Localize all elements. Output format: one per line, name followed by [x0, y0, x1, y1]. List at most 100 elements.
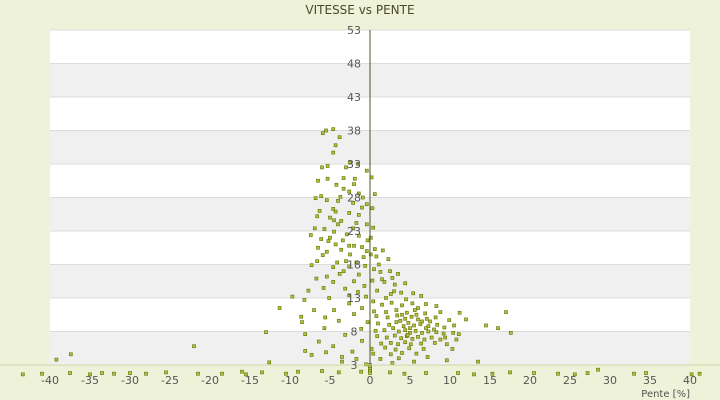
data-point	[220, 371, 224, 376]
data-point	[414, 351, 419, 356]
y-tick-label: 38	[347, 125, 361, 138]
y-tick-label: 8	[351, 326, 358, 339]
x-tick-label: -35	[81, 374, 99, 387]
data-point	[401, 324, 406, 328]
data-point	[452, 323, 456, 328]
data-point	[423, 311, 428, 316]
data-point	[398, 318, 403, 323]
data-point	[508, 370, 512, 375]
data-point	[386, 257, 391, 261]
data-point	[388, 352, 393, 357]
data-point	[476, 359, 480, 364]
data-point	[438, 337, 443, 342]
x-tick-label: 30	[603, 374, 617, 387]
data-point	[408, 326, 412, 330]
data-point	[403, 281, 408, 286]
data-point	[352, 243, 356, 248]
data-point	[365, 320, 370, 324]
data-point	[303, 332, 308, 337]
data-point	[344, 259, 348, 263]
data-point	[424, 302, 428, 306]
data-point	[508, 330, 513, 335]
y-tick-label: 53	[347, 24, 361, 37]
data-point	[356, 233, 361, 238]
data-point	[336, 318, 341, 323]
data-point	[359, 369, 364, 374]
data-point	[316, 178, 320, 183]
data-point	[376, 262, 381, 267]
data-point	[484, 323, 488, 328]
data-point	[408, 342, 413, 347]
data-point	[400, 351, 404, 355]
data-point	[20, 372, 25, 377]
y-tick-label: 48	[347, 58, 361, 71]
data-point	[387, 322, 392, 327]
data-point	[596, 367, 600, 372]
data-point	[352, 279, 356, 284]
data-point	[347, 301, 352, 306]
data-point	[407, 346, 412, 351]
data-point	[339, 219, 344, 223]
data-point	[371, 351, 376, 356]
data-point	[390, 361, 395, 365]
data-point	[438, 310, 443, 314]
data-point	[303, 349, 308, 353]
data-point	[315, 259, 320, 263]
data-point	[370, 206, 375, 211]
data-point	[68, 352, 73, 357]
data-point	[365, 238, 370, 243]
data-point	[396, 329, 401, 334]
data-point	[112, 371, 116, 376]
data-point	[324, 274, 329, 279]
data-point	[332, 218, 336, 223]
data-point	[326, 239, 331, 243]
data-point	[434, 304, 439, 308]
data-point	[320, 253, 325, 257]
data-point	[435, 322, 440, 327]
data-points	[20, 127, 702, 377]
data-point	[424, 316, 429, 321]
data-point	[416, 335, 420, 339]
data-point	[419, 341, 424, 346]
data-point	[368, 371, 372, 375]
data-point	[319, 194, 324, 199]
data-point	[364, 249, 369, 253]
data-point	[441, 331, 446, 336]
data-point	[364, 202, 369, 207]
data-point	[378, 270, 383, 274]
data-point	[327, 296, 332, 300]
data-point	[409, 314, 414, 319]
data-point	[328, 235, 332, 240]
data-point	[413, 328, 418, 333]
data-point	[372, 247, 377, 251]
data-point	[420, 319, 424, 324]
data-point	[88, 372, 92, 377]
data-point	[356, 290, 360, 294]
data-point	[240, 369, 244, 374]
data-point	[433, 315, 438, 320]
data-point	[356, 272, 361, 277]
data-point	[416, 306, 420, 310]
data-point	[444, 358, 449, 363]
data-point	[336, 370, 341, 375]
data-point	[389, 300, 394, 305]
data-point	[328, 215, 332, 220]
data-point	[324, 128, 328, 133]
data-point	[290, 294, 295, 299]
data-point	[356, 213, 361, 217]
x-tick-label: -25	[161, 374, 179, 387]
data-point	[464, 317, 468, 322]
data-point	[315, 214, 320, 219]
data-point	[451, 330, 456, 335]
data-point	[360, 306, 364, 310]
data-point	[572, 372, 577, 377]
data-point	[359, 326, 364, 331]
x-tick-label: 0	[367, 374, 374, 387]
data-point	[335, 260, 340, 265]
data-point	[443, 335, 448, 340]
data-point	[442, 325, 447, 330]
data-point	[373, 328, 378, 333]
data-point	[644, 371, 648, 375]
data-point	[354, 221, 359, 225]
